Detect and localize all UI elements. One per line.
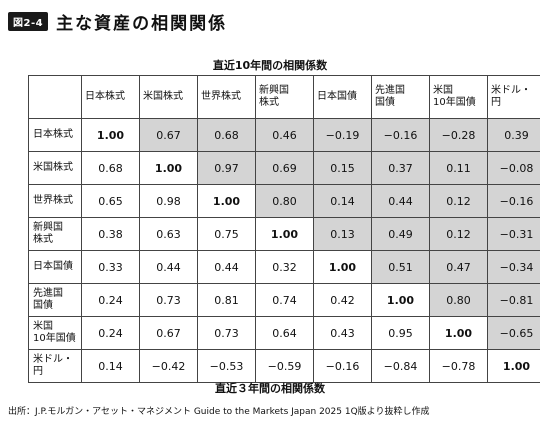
table-row: 日本株式 1.00 0.67 0.68 0.46 −0.19 −0.16 −0.28 0.39 <box>28 118 540 152</box>
correlation-cell: 0.51 <box>371 250 430 284</box>
correlation-cell: −0.42 <box>139 349 198 383</box>
source-note: 出所：J.P.モルガン・アセット・マネジメント Guide to the Mar… <box>8 407 430 417</box>
correlation-cell: 0.68 <box>197 118 256 152</box>
table-row: 先進国 国債 0.24 0.73 0.81 0.74 0.42 1.00 0.80 −0.81 <box>28 283 540 317</box>
correlation-cell: 0.63 <box>139 217 198 251</box>
row-header: 先進国 国債 <box>28 283 82 317</box>
correlation-table: 日本株式 米国株式 世界株式 新興国 株式 日本国債 先進国 国債 米国 10年国債 米ドル・円 日… <box>28 75 540 383</box>
correlation-cell: 0.24 <box>81 316 140 350</box>
figure-header: 図2-4 主な資産の相関関係 <box>8 10 228 34</box>
correlation-cell: 0.97 <box>197 151 256 185</box>
correlation-cell: −0.78 <box>429 349 488 383</box>
caption-3-year: 直近３年間の相関係数 <box>215 382 325 395</box>
correlation-cell: 0.67 <box>139 316 198 350</box>
correlation-cell: 0.12 <box>429 217 488 251</box>
column-header: 米ドル・円 <box>487 75 540 119</box>
row-header: 米国株式 <box>28 151 82 185</box>
correlation-cell: 0.80 <box>255 184 314 218</box>
row-header: 新興国 株式 <box>28 217 82 251</box>
correlation-cell: 0.33 <box>81 250 140 284</box>
table-row: 日本国債 0.33 0.44 0.44 0.32 1.00 0.51 0.47 −0.34 <box>28 250 540 284</box>
column-header: 先進国 国債 <box>371 75 430 119</box>
column-header: 米国 10年国債 <box>429 75 488 119</box>
correlation-cell: 0.73 <box>139 283 198 317</box>
correlation-cell: 0.14 <box>313 184 372 218</box>
corner-cell <box>28 75 82 119</box>
diagonal-cell: 1.00 <box>197 184 256 218</box>
correlation-cell: 0.37 <box>371 151 430 185</box>
row-header: 日本国債 <box>28 250 82 284</box>
header-row: 日本株式 米国株式 世界株式 新興国 株式 日本国債 先進国 国債 米国 10年国債 米ドル・円 <box>28 75 540 119</box>
correlation-cell: 0.74 <box>255 283 314 317</box>
correlation-cell: 0.39 <box>487 118 540 152</box>
correlation-cell: 0.43 <box>313 316 372 350</box>
table-row: 米国株式 0.68 1.00 0.97 0.69 0.15 0.37 0.11 −0.08 <box>28 151 540 185</box>
correlation-cell: −0.59 <box>255 349 314 383</box>
correlation-cell: −0.28 <box>429 118 488 152</box>
diagonal-cell: 1.00 <box>487 349 540 383</box>
row-header: 米国 10年国債 <box>28 316 82 350</box>
correlation-cell: 0.38 <box>81 217 140 251</box>
correlation-cell: −0.65 <box>487 316 540 350</box>
column-header: 米国株式 <box>139 75 198 119</box>
table-row: 新興国 株式 0.38 0.63 0.75 1.00 0.13 0.49 0.12 −0.31 <box>28 217 540 251</box>
column-header: 世界株式 <box>197 75 256 119</box>
table-body: 日本株式 1.00 0.67 0.68 0.46 −0.19 −0.16 −0.28 0.39 米… <box>28 118 540 383</box>
correlation-cell: 0.11 <box>429 151 488 185</box>
correlation-cell: −0.16 <box>371 118 430 152</box>
correlation-cell: 0.49 <box>371 217 430 251</box>
correlation-cell: 0.12 <box>429 184 488 218</box>
correlation-cell: 0.44 <box>197 250 256 284</box>
caption-10-year: 直近10年間の相関係数 <box>212 59 328 72</box>
diagonal-cell: 1.00 <box>371 283 430 317</box>
correlation-cell: 0.75 <box>197 217 256 251</box>
correlation-cell: −0.34 <box>487 250 540 284</box>
correlation-cell: 0.80 <box>429 283 488 317</box>
correlation-cell: 0.13 <box>313 217 372 251</box>
correlation-cell: 0.69 <box>255 151 314 185</box>
correlation-cell: 0.68 <box>81 151 140 185</box>
figure-title: 主な資産の相関関係 <box>56 13 228 34</box>
correlation-cell: 0.65 <box>81 184 140 218</box>
correlation-cell: 0.67 <box>139 118 198 152</box>
table-row: 米国 10年国債 0.24 0.67 0.73 0.64 0.43 0.95 1.00 −0.65 <box>28 316 540 350</box>
correlation-cell: −0.81 <box>487 283 540 317</box>
correlation-cell: 0.44 <box>371 184 430 218</box>
correlation-cell: −0.16 <box>487 184 540 218</box>
correlation-cell: −0.31 <box>487 217 540 251</box>
correlation-cell: 0.46 <box>255 118 314 152</box>
diagonal-cell: 1.00 <box>313 250 372 284</box>
correlation-cell: 0.47 <box>429 250 488 284</box>
correlation-cell: 0.95 <box>371 316 430 350</box>
diagonal-cell: 1.00 <box>255 217 314 251</box>
diagonal-cell: 1.00 <box>81 118 140 152</box>
correlation-cell: 0.73 <box>197 316 256 350</box>
correlation-cell: 0.24 <box>81 283 140 317</box>
correlation-cell: 0.14 <box>81 349 140 383</box>
row-header: 世界株式 <box>28 184 82 218</box>
row-header: 米ドル・円 <box>28 349 82 383</box>
correlation-cell: −0.08 <box>487 151 540 185</box>
correlation-cell: 0.81 <box>197 283 256 317</box>
correlation-cell: 0.44 <box>139 250 198 284</box>
table-row: 世界株式 0.65 0.98 1.00 0.80 0.14 0.44 0.12 −0.16 <box>28 184 540 218</box>
diagonal-cell: 1.00 <box>429 316 488 350</box>
column-header: 新興国 株式 <box>255 75 314 119</box>
correlation-cell: 0.15 <box>313 151 372 185</box>
correlation-cell: 0.98 <box>139 184 198 218</box>
correlation-cell: −0.19 <box>313 118 372 152</box>
diagonal-cell: 1.00 <box>139 151 198 185</box>
correlation-cell: −0.16 <box>313 349 372 383</box>
correlation-cell: −0.53 <box>197 349 256 383</box>
column-header: 日本国債 <box>313 75 372 119</box>
correlation-cell: 0.64 <box>255 316 314 350</box>
correlation-cell: 0.32 <box>255 250 314 284</box>
column-header: 日本株式 <box>81 75 140 119</box>
figure-badge: 図2-4 <box>8 11 49 31</box>
table-row: 米ドル・円 0.14 −0.42 −0.53 −0.59 −0.16 −0.84 −0.78 1… <box>28 349 540 383</box>
row-header: 日本株式 <box>28 118 82 152</box>
correlation-cell: 0.42 <box>313 283 372 317</box>
correlation-cell: −0.84 <box>371 349 430 383</box>
